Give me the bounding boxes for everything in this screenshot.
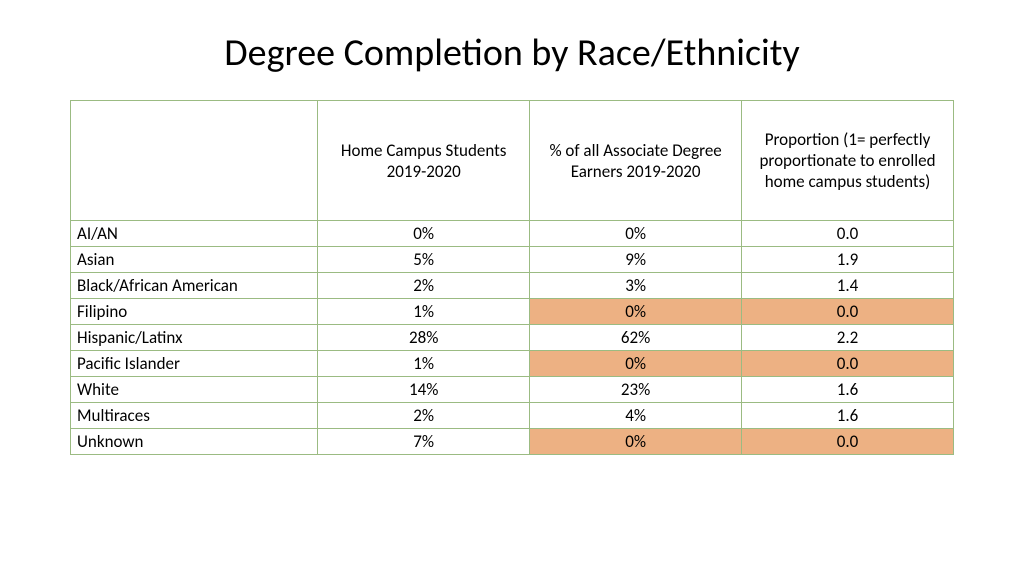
col-header-home: Home Campus Students 2019-2020 bbox=[318, 101, 530, 221]
row-label: Filipino bbox=[71, 299, 318, 325]
row-label: Black/African American bbox=[71, 273, 318, 299]
col-header-blank bbox=[71, 101, 318, 221]
table-row: White14%23%1.6 bbox=[71, 377, 954, 403]
cell-home: 2% bbox=[318, 403, 530, 429]
row-label: Multiraces bbox=[71, 403, 318, 429]
cell-earners: 0% bbox=[530, 221, 742, 247]
cell-home: 7% bbox=[318, 429, 530, 455]
cell-home: 28% bbox=[318, 325, 530, 351]
table-row: Hispanic/Latinx28%62%2.2 bbox=[71, 325, 954, 351]
table-body: AI/AN0%0%0.0Asian5%9%1.9Black/African Am… bbox=[71, 221, 954, 455]
cell-home: 0% bbox=[318, 221, 530, 247]
cell-proportion: 0.0 bbox=[742, 221, 954, 247]
cell-proportion: 0.0 bbox=[742, 351, 954, 377]
table-row: Asian5%9%1.9 bbox=[71, 247, 954, 273]
table-row: Pacific Islander1%0%0.0 bbox=[71, 351, 954, 377]
table-row: Unknown7%0%0.0 bbox=[71, 429, 954, 455]
row-label: Unknown bbox=[71, 429, 318, 455]
cell-earners: 0% bbox=[530, 299, 742, 325]
cell-home: 1% bbox=[318, 351, 530, 377]
cell-home: 5% bbox=[318, 247, 530, 273]
cell-earners: 0% bbox=[530, 429, 742, 455]
cell-earners: 4% bbox=[530, 403, 742, 429]
completion-table: Home Campus Students 2019-2020 % of all … bbox=[70, 100, 954, 455]
cell-proportion: 1.4 bbox=[742, 273, 954, 299]
row-label: White bbox=[71, 377, 318, 403]
cell-earners: 0% bbox=[530, 351, 742, 377]
table-row: AI/AN0%0%0.0 bbox=[71, 221, 954, 247]
row-label: AI/AN bbox=[71, 221, 318, 247]
cell-proportion: 0.0 bbox=[742, 299, 954, 325]
cell-proportion: 1.9 bbox=[742, 247, 954, 273]
col-header-earners: % of all Associate Degree Earners 2019-2… bbox=[530, 101, 742, 221]
row-label: Hispanic/Latinx bbox=[71, 325, 318, 351]
cell-home: 14% bbox=[318, 377, 530, 403]
table-header: Home Campus Students 2019-2020 % of all … bbox=[71, 101, 954, 221]
cell-home: 2% bbox=[318, 273, 530, 299]
col-header-prop: Proportion (1= perfectly proportionate t… bbox=[742, 101, 954, 221]
cell-home: 1% bbox=[318, 299, 530, 325]
table-row: Filipino1%0%0.0 bbox=[71, 299, 954, 325]
cell-proportion: 0.0 bbox=[742, 429, 954, 455]
cell-earners: 62% bbox=[530, 325, 742, 351]
cell-earners: 9% bbox=[530, 247, 742, 273]
header-row: Home Campus Students 2019-2020 % of all … bbox=[71, 101, 954, 221]
page-title: Degree Completion by Race/Ethnicity bbox=[70, 30, 954, 76]
cell-proportion: 1.6 bbox=[742, 403, 954, 429]
completion-table-wrap: Home Campus Students 2019-2020 % of all … bbox=[70, 100, 954, 455]
row-label: Pacific Islander bbox=[71, 351, 318, 377]
cell-earners: 3% bbox=[530, 273, 742, 299]
table-row: Multiraces2%4%1.6 bbox=[71, 403, 954, 429]
table-row: Black/African American2%3%1.4 bbox=[71, 273, 954, 299]
cell-proportion: 1.6 bbox=[742, 377, 954, 403]
row-label: Asian bbox=[71, 247, 318, 273]
slide: Degree Completion by Race/Ethnicity Home… bbox=[0, 0, 1024, 576]
cell-proportion: 2.2 bbox=[742, 325, 954, 351]
cell-earners: 23% bbox=[530, 377, 742, 403]
